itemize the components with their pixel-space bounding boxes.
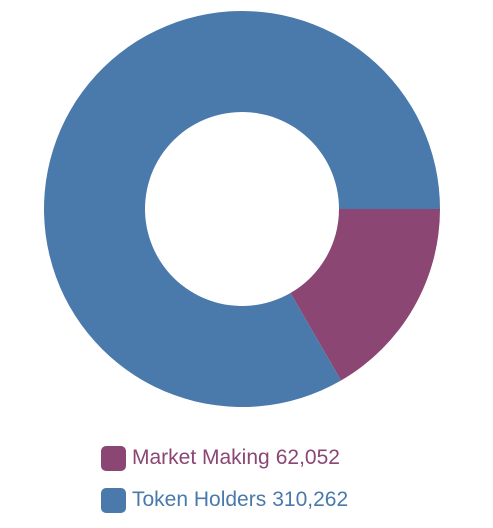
donut-chart xyxy=(44,11,440,408)
legend-swatch-token-holders xyxy=(101,487,126,513)
legend-item-token-holders[interactable]: Token Holders 310,262 xyxy=(101,487,348,513)
legend-value-token-holders: 310,262 xyxy=(272,488,349,511)
donut-slice-market-making[interactable] xyxy=(290,209,440,381)
legend-value-market-making: 62,052 xyxy=(275,446,340,469)
legend-category-market-making: Market Making xyxy=(132,446,270,469)
legend-item-market-making[interactable]: Market Making 62,052 xyxy=(101,445,348,471)
legend-label-token-holders: Token Holders 310,262 xyxy=(132,487,348,513)
chart-legend: Market Making 62,052 Token Holders 310,262 xyxy=(101,445,348,513)
legend-swatch-market-making xyxy=(101,445,126,471)
legend-category-token-holders: Token Holders xyxy=(132,488,267,511)
legend-label-market-making: Market Making 62,052 xyxy=(132,445,340,471)
donut-slice-token-holders[interactable] xyxy=(44,11,440,408)
